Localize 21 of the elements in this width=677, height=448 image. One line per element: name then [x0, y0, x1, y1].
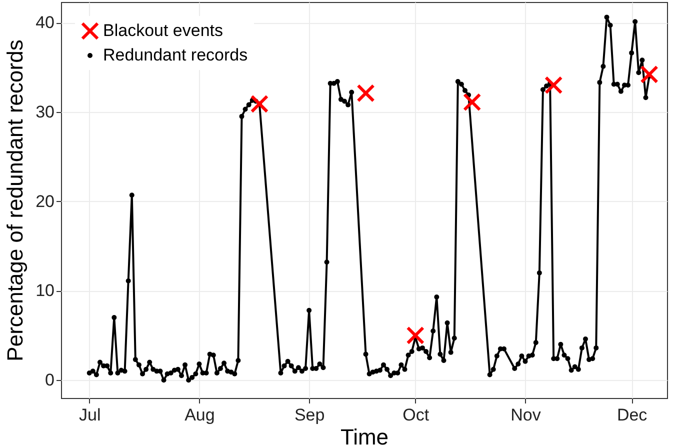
x-tick-label: Jul [78, 406, 101, 424]
point [406, 326, 424, 344]
y-tick-label: 0 [45, 370, 54, 390]
point [640, 66, 658, 84]
legend-label: Redundant records [103, 46, 248, 64]
x-tick-label: Nov [510, 406, 542, 424]
x-tick-label: Aug [184, 406, 215, 424]
point [544, 76, 562, 94]
y-tick-label: 30 [36, 102, 54, 122]
point [357, 84, 374, 102]
y-tick-label: 20 [36, 192, 54, 211]
x-tick-label: Sep [294, 406, 325, 424]
legend-label: Blackout events [103, 21, 224, 40]
y-tick-label: 40 [36, 13, 54, 32]
x-axis-title: Time [340, 424, 389, 448]
point [250, 95, 268, 113]
y-tick-label: 10 [36, 281, 54, 300]
x-tick-label: Oct [402, 406, 430, 424]
y-axis-title: Percentage of redundant records [2, 40, 28, 362]
x-tick-label: Dec [616, 406, 648, 424]
point [463, 93, 481, 111]
